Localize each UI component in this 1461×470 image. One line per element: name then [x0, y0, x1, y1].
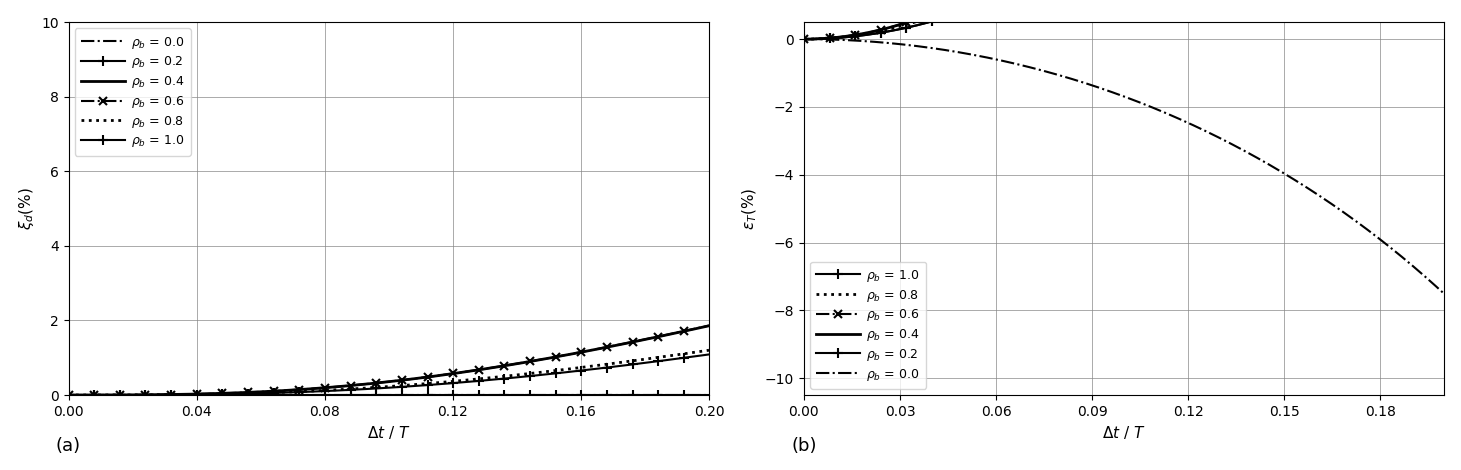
- Line: $\rho_b$ = 0.6: $\rho_b$ = 0.6: [799, 0, 1448, 43]
- $\rho_b$ = 0.8: [126, 392, 143, 398]
- $\rho_b$ = 0.0: [61, 392, 79, 398]
- $\rho_b$ = 0.2: [318, 388, 336, 394]
- $\rho_b$ = 0.4: [700, 323, 717, 329]
- $\rho_b$ = 0.4: [318, 385, 336, 391]
- $\rho_b$ = 0.0: [573, 392, 590, 398]
- Line: $\rho_b$ = 0.4: $\rho_b$ = 0.4: [69, 326, 709, 395]
- $\rho_b$ = 0.0: [1077, 80, 1094, 86]
- $\rho_b$ = 0.0: [61, 392, 79, 398]
- $\rho_b$ = 0.6: [795, 36, 812, 42]
- $\rho_b$ = 0.0: [1306, 190, 1324, 196]
- Line: $\rho_b$ = 0.8: $\rho_b$ = 0.8: [69, 350, 709, 395]
- $\rho_b$ = 0.2: [342, 387, 359, 392]
- $\rho_b$ = 0.2: [126, 392, 143, 398]
- $\rho_b$ = 1.0: [61, 392, 79, 398]
- $\rho_b$ = 1.0: [61, 392, 79, 398]
- $\rho_b$ = 0.4: [861, 30, 878, 35]
- $\rho_b$ = 1.0: [795, 36, 812, 42]
- Y-axis label: $\varepsilon_T$(%): $\varepsilon_T$(%): [741, 188, 760, 230]
- $\rho_b$ = 0.0: [1294, 182, 1312, 188]
- $\rho_b$ = 0.4: [60, 392, 77, 398]
- $\rho_b$ = 0.6: [60, 392, 77, 398]
- Line: $\rho_b$ = 0.6: $\rho_b$ = 0.6: [64, 321, 713, 399]
- $\rho_b$ = 0.0: [320, 392, 337, 398]
- $\rho_b$ = 1.0: [700, 392, 717, 398]
- $\rho_b$ = 1.0: [127, 392, 145, 398]
- $\rho_b$ = 0.6: [342, 383, 359, 388]
- $\rho_b$ = 0.0: [1436, 291, 1454, 297]
- X-axis label: $\Delta t\ /\ T$: $\Delta t\ /\ T$: [1102, 424, 1145, 441]
- Line: $\rho_b$ = 0.2: $\rho_b$ = 0.2: [64, 350, 714, 400]
- $\rho_b$ = 0.0: [700, 392, 717, 398]
- $\rho_b$ = 0.2: [861, 31, 878, 37]
- $\rho_b$ = 0.6: [571, 350, 589, 355]
- Line: $\rho_b$ = 0.0: $\rho_b$ = 0.0: [804, 39, 1445, 294]
- $\rho_b$ = 0.8: [60, 392, 77, 398]
- Line: $\rho_b$ = 1.0: $\rho_b$ = 1.0: [64, 390, 714, 400]
- $\rho_b$ = 1.0: [320, 392, 337, 398]
- $\rho_b$ = 0.8: [342, 386, 359, 392]
- $\rho_b$ = 0.8: [571, 365, 589, 370]
- $\rho_b$ = 0.4: [126, 392, 143, 398]
- X-axis label: $\Delta t\ /\ T$: $\Delta t\ /\ T$: [367, 424, 411, 441]
- $\rho_b$ = 0.2: [500, 376, 517, 381]
- Legend: $\rho_b$ = 1.0, $\rho_b$ = 0.8, $\rho_b$ = 0.6, $\rho_b$ = 0.4, $\rho_b$ = 0.2, : $\rho_b$ = 1.0, $\rho_b$ = 0.8, $\rho_b$…: [811, 261, 926, 389]
- Text: (b): (b): [790, 437, 817, 455]
- $\rho_b$ = 0.0: [501, 392, 519, 398]
- $\rho_b$ = 0.8: [560, 366, 577, 372]
- $\rho_b$ = 0.0: [60, 392, 77, 398]
- $\rho_b$ = 0.0: [1055, 73, 1072, 79]
- $\rho_b$ = 0.4: [560, 352, 577, 358]
- $\rho_b$ = 0.6: [861, 30, 878, 35]
- Line: $\rho_b$ = 1.0: $\rho_b$ = 1.0: [799, 0, 1449, 44]
- $\rho_b$ = 0.4: [571, 350, 589, 355]
- $\rho_b$ = 0.6: [318, 384, 336, 390]
- $\rho_b$ = 0.8: [795, 36, 812, 42]
- Line: $\rho_b$ = 0.4: $\rho_b$ = 0.4: [804, 0, 1445, 39]
- $\rho_b$ = 0.0: [127, 392, 145, 398]
- $\rho_b$ = 1.0: [343, 392, 361, 398]
- $\rho_b$ = 1.0: [561, 392, 579, 398]
- $\rho_b$ = 0.8: [700, 347, 717, 353]
- $\rho_b$ = 0.8: [318, 387, 336, 393]
- $\rho_b$ = 1.0: [861, 31, 878, 37]
- $\rho_b$ = 0.2: [795, 36, 812, 42]
- Y-axis label: $\xi_d$(%): $\xi_d$(%): [16, 187, 35, 230]
- $\rho_b$ = 1.0: [60, 392, 77, 398]
- $\rho_b$ = 0.4: [795, 36, 812, 42]
- $\rho_b$ = 0.2: [700, 352, 717, 357]
- Line: $\rho_b$ = 0.2: $\rho_b$ = 0.2: [799, 0, 1449, 44]
- $\rho_b$ = 0.8: [861, 31, 878, 36]
- $\rho_b$ = 0.0: [343, 392, 361, 398]
- $\rho_b$ = 0.0: [561, 392, 579, 398]
- $\rho_b$ = 0.2: [60, 392, 77, 398]
- $\rho_b$ = 0.4: [342, 383, 359, 388]
- $\rho_b$ = 0.0: [861, 39, 878, 44]
- $\rho_b$ = 0.6: [500, 362, 517, 368]
- $\rho_b$ = 0.6: [700, 323, 717, 329]
- Legend: $\rho_b$ = 0.0, $\rho_b$ = 0.2, $\rho_b$ = 0.4, $\rho_b$ = 0.6, $\rho_b$ = 0.8, : $\rho_b$ = 0.0, $\rho_b$ = 0.2, $\rho_b$…: [75, 28, 191, 156]
- Line: $\rho_b$ = 0.8: $\rho_b$ = 0.8: [804, 0, 1445, 39]
- $\rho_b$ = 0.6: [126, 392, 143, 398]
- $\rho_b$ = 0.8: [500, 373, 517, 379]
- $\rho_b$ = 0.0: [1235, 148, 1252, 153]
- $\rho_b$ = 0.2: [560, 369, 577, 375]
- $\rho_b$ = 0.0: [795, 36, 812, 42]
- $\rho_b$ = 1.0: [573, 392, 590, 398]
- $\rho_b$ = 0.6: [560, 352, 577, 357]
- $\rho_b$ = 0.4: [500, 362, 517, 368]
- Text: (a): (a): [56, 437, 80, 455]
- $\rho_b$ = 1.0: [501, 392, 519, 398]
- $\rho_b$ = 0.2: [571, 368, 589, 374]
